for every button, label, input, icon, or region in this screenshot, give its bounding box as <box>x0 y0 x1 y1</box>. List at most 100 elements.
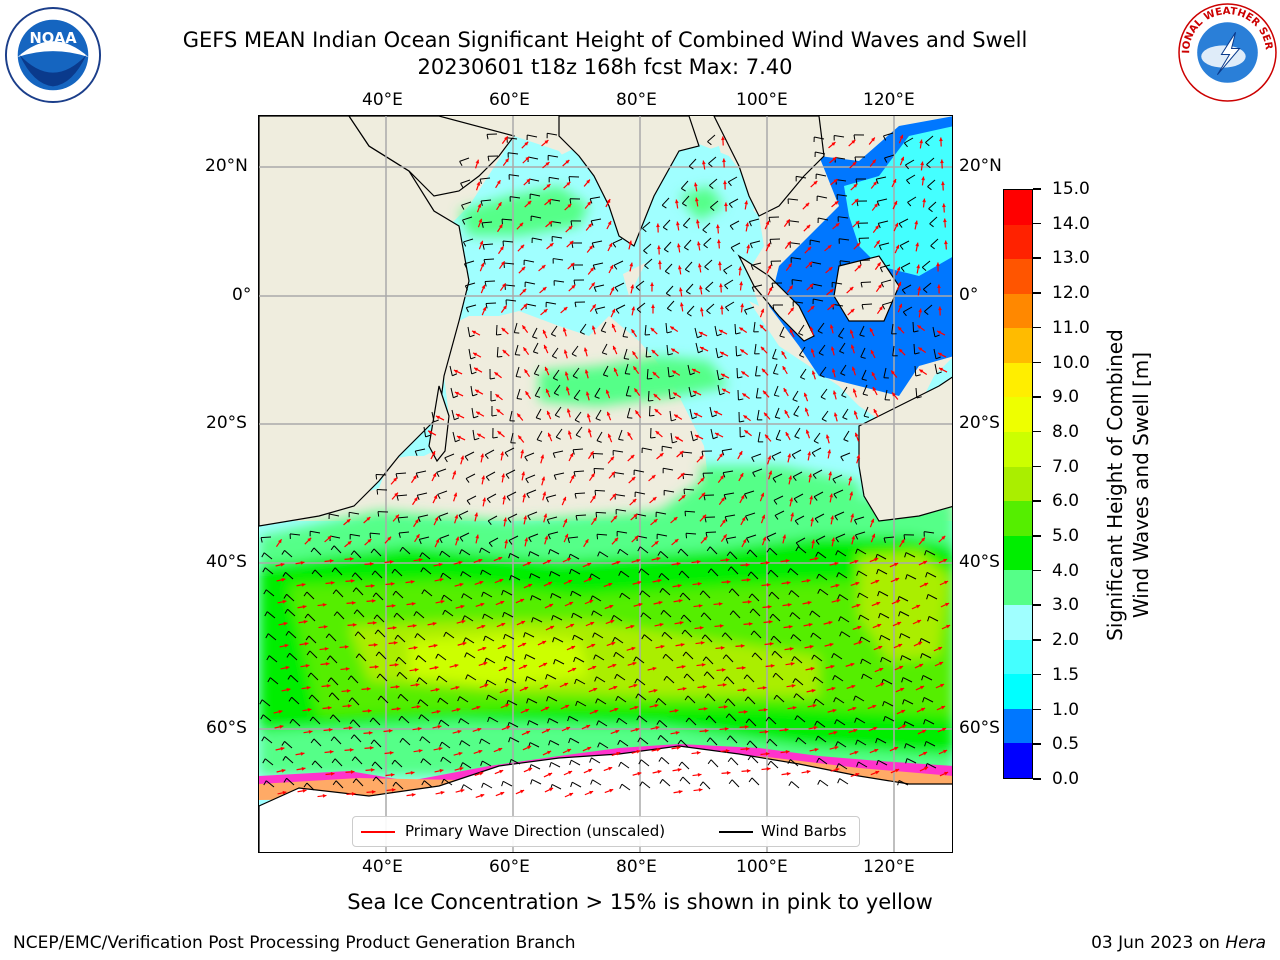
wave-direction-arrow <box>780 558 790 563</box>
wind-barb <box>461 784 473 791</box>
wind-barb <box>624 363 631 375</box>
wind-barb <box>840 452 851 462</box>
wind-barb <box>843 430 850 442</box>
wave-direction-arrow <box>912 619 922 625</box>
wave-direction-arrow <box>515 789 525 795</box>
wave-direction-arrow <box>501 473 506 483</box>
wave-direction-arrow <box>453 492 458 502</box>
wave-direction-arrow <box>827 449 832 459</box>
wave-direction-arrow <box>673 414 683 420</box>
wave-direction-arrow <box>699 346 709 352</box>
wind-barb <box>717 384 725 396</box>
wind-barb <box>662 653 674 662</box>
wave-direction-arrow <box>582 746 592 752</box>
wave-direction-arrow <box>651 349 659 357</box>
wind-barb <box>529 573 541 579</box>
wave-direction-legend-swatch <box>361 831 395 833</box>
wind-barb <box>923 282 932 294</box>
wind-barb <box>750 630 762 639</box>
wind-barb <box>920 653 932 659</box>
wind-barb <box>549 571 561 577</box>
wind-barb <box>641 447 653 454</box>
wave-direction-arrow <box>627 431 633 441</box>
wind-barb <box>572 367 580 379</box>
wave-direction-arrow <box>674 199 679 209</box>
wave-direction-arrow <box>872 225 880 233</box>
wind-barb <box>737 389 744 401</box>
wind-barb <box>831 653 843 660</box>
wave-direction-arrow <box>631 558 641 563</box>
wave-direction-arrow <box>940 602 950 608</box>
wave-direction-arrow <box>806 283 814 291</box>
wave-direction-arrow <box>584 790 594 796</box>
wave-direction-arrow <box>502 158 510 166</box>
wave-direction-arrow <box>433 516 439 526</box>
wave-direction-arrow <box>868 726 878 732</box>
wave-direction-arrow <box>740 747 750 751</box>
colorbar-tick-label: 12.0 <box>1052 283 1090 304</box>
wind-barb <box>262 758 274 766</box>
wind-barb <box>926 157 935 169</box>
wave-direction-arrow <box>410 682 420 687</box>
wind-barb <box>772 672 784 681</box>
wave-direction-arrow <box>783 387 789 397</box>
wave-direction-arrow <box>455 536 460 546</box>
wind-barb <box>458 718 470 725</box>
wind-barb <box>431 411 439 423</box>
wind-barb <box>260 536 272 543</box>
sumatra-land <box>737 254 815 342</box>
wind-barb <box>725 713 737 722</box>
wind-barb-legend-label: Wind Barbs <box>761 822 847 840</box>
wave-direction-arrow <box>541 139 549 147</box>
wind-barb <box>727 757 739 766</box>
wind-barb <box>656 533 668 540</box>
wind-barb <box>396 671 408 680</box>
wind-barb <box>330 545 342 554</box>
wave-direction-arrow <box>449 663 459 668</box>
wave-direction-arrow <box>631 306 636 316</box>
wave-direction-arrow <box>764 220 770 230</box>
wave-direction-arrow <box>363 731 373 735</box>
wave-direction-arrow <box>935 683 945 689</box>
wave-direction-arrow <box>738 326 748 334</box>
wave-direction-arrow <box>606 220 612 230</box>
wave-direction-arrow <box>581 724 591 730</box>
wind-barb <box>371 761 383 770</box>
wave-direction-arrow <box>828 141 836 149</box>
wind-barb <box>925 135 934 147</box>
wave-direction-arrow <box>500 451 505 461</box>
wind-barb <box>817 322 825 334</box>
wind-barb <box>663 675 675 684</box>
wave-direction-arrow <box>432 724 442 729</box>
wind-barb <box>739 426 746 438</box>
wave-direction-arrow <box>829 745 839 750</box>
colorbar-segment <box>1004 362 1032 398</box>
wind-barb <box>924 304 933 316</box>
wind-barb <box>415 655 427 663</box>
wind-barb <box>921 260 931 271</box>
wave-direction-arrow <box>545 220 553 228</box>
wave-direction-arrow <box>672 392 682 398</box>
wind-barb <box>770 635 782 644</box>
wave-direction-arrow <box>537 640 547 646</box>
wave-direction-arrow <box>502 349 510 357</box>
wind-barb <box>680 180 689 192</box>
colorbar-tick <box>1033 569 1041 572</box>
wave-direction-arrow <box>392 514 400 522</box>
wave-direction-arrow <box>694 625 704 630</box>
wave-direction-arrow <box>825 664 835 669</box>
wind-barb <box>531 237 543 244</box>
wave-direction-arrow <box>546 410 552 420</box>
wave-direction-arrow <box>455 604 465 609</box>
wave-direction-arrow <box>654 408 662 416</box>
wind-barb <box>701 450 713 457</box>
wave-direction-arrow <box>804 644 814 649</box>
arabia-land <box>348 116 516 197</box>
wave-direction-arrow <box>670 348 680 354</box>
wave-direction-arrow <box>631 535 639 543</box>
wave-direction-arrow <box>891 178 897 188</box>
wave-direction-arrow <box>939 771 949 777</box>
wind-barb <box>924 741 936 747</box>
wave-direction-arrow <box>874 262 882 270</box>
wave-direction-arrow <box>830 767 840 772</box>
